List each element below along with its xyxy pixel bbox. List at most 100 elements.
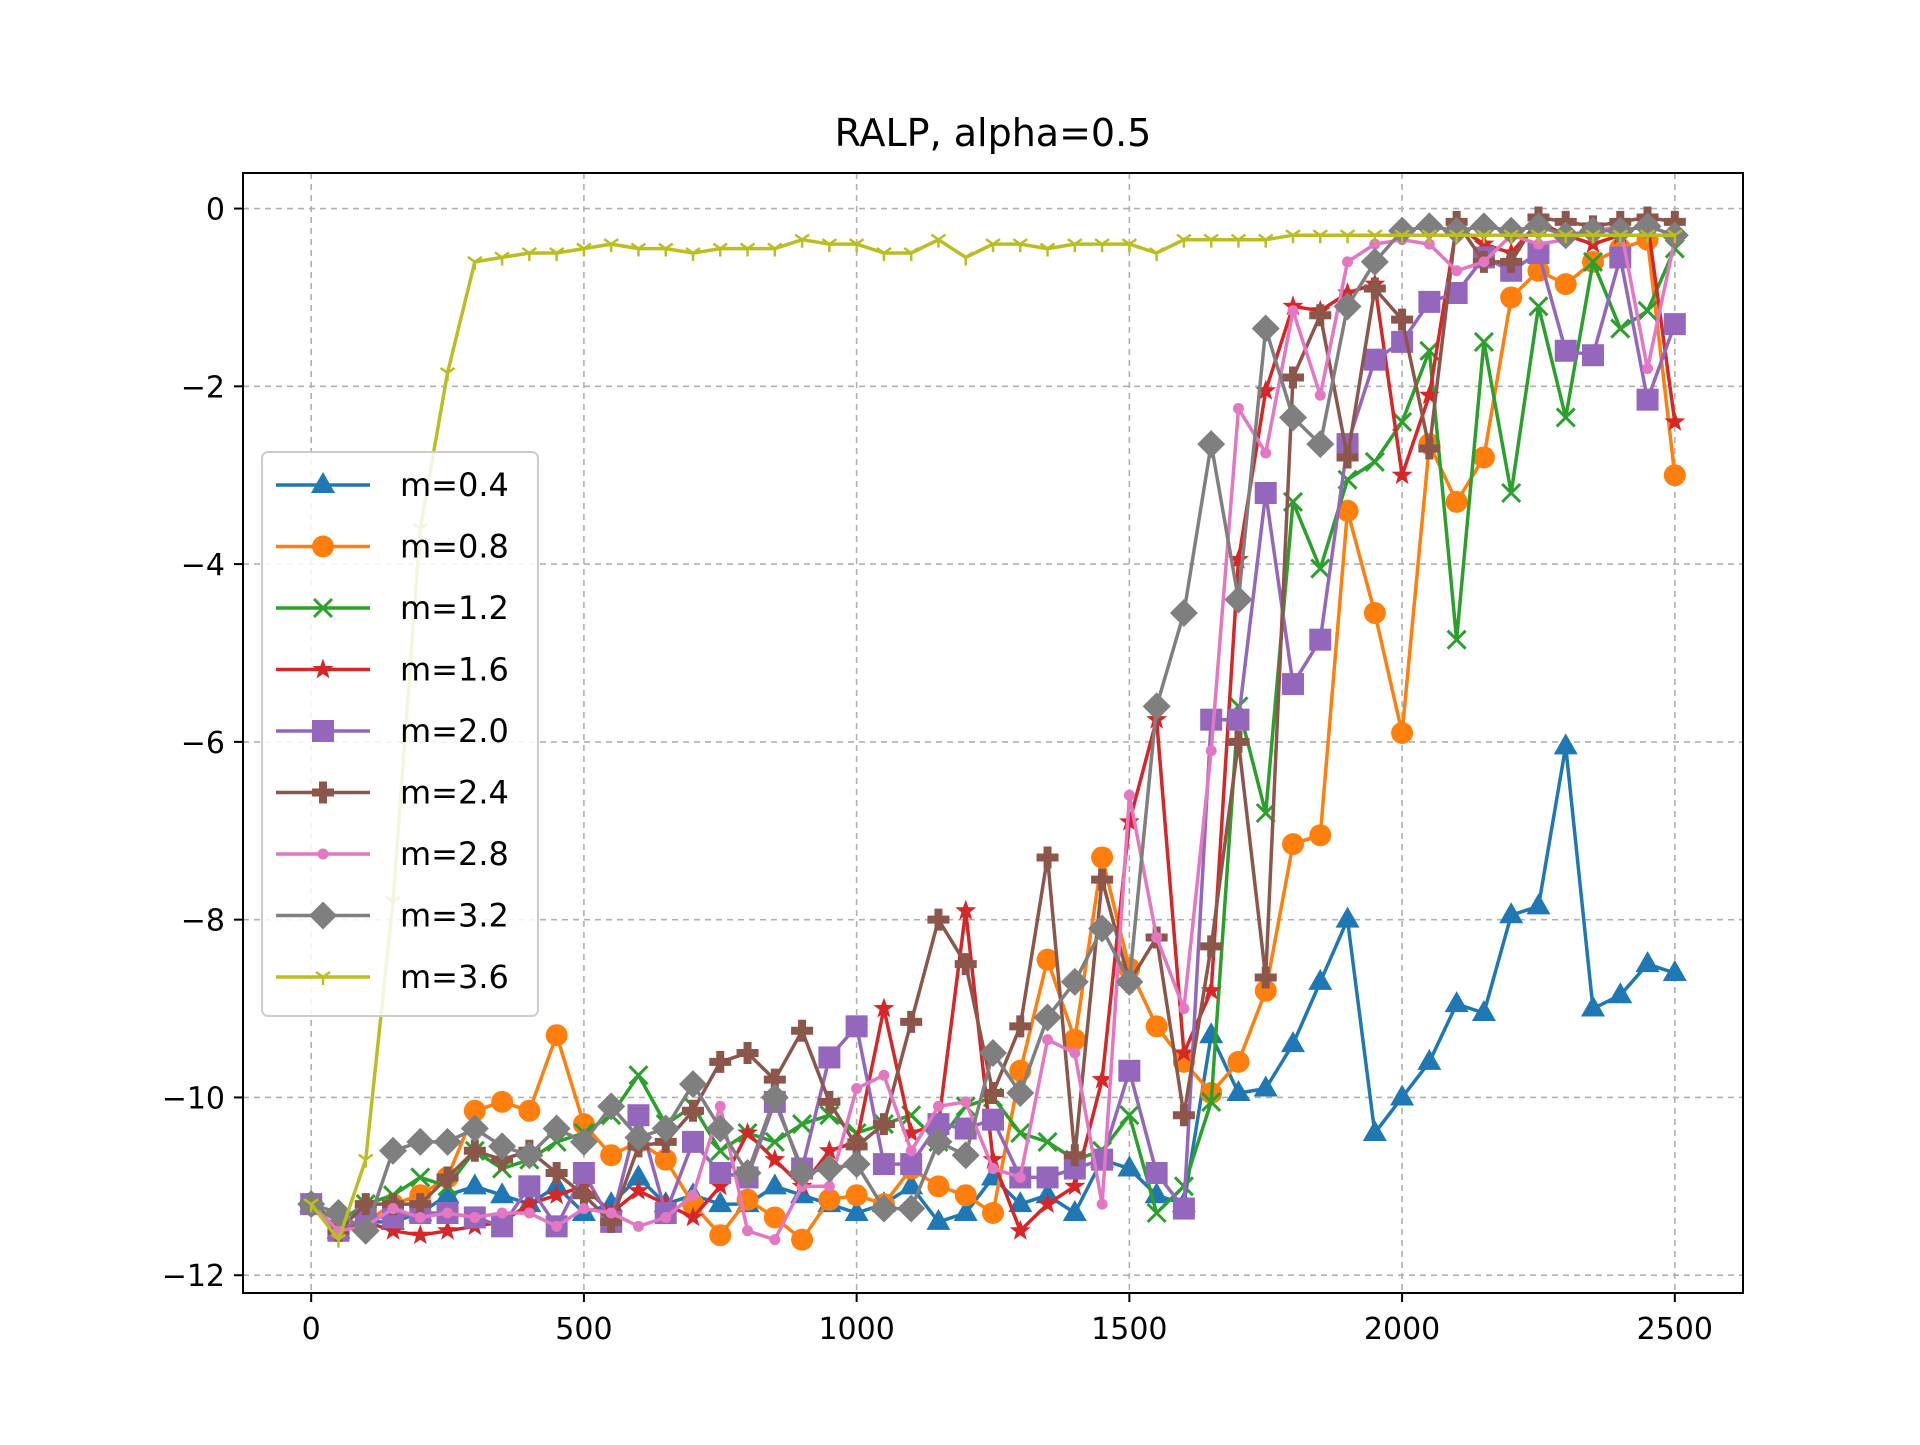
data-point	[1333, 292, 1362, 321]
data-point	[845, 1015, 868, 1038]
data-point	[872, 1113, 895, 1136]
x-tick-label: 1500	[1091, 1312, 1167, 1347]
data-point	[545, 1162, 568, 1184]
data-point	[1558, 229, 1574, 244]
data-point	[1394, 229, 1410, 244]
data-point	[1309, 304, 1332, 327]
data-point	[1362, 1120, 1387, 1141]
legend-item: m=3.2	[276, 897, 509, 935]
data-point	[1553, 733, 1578, 755]
data-point	[433, 1127, 462, 1156]
data-point	[496, 1207, 508, 1219]
data-point	[1390, 1084, 1415, 1106]
data-point	[1228, 548, 1249, 569]
legend-item: m=2.8	[276, 835, 509, 873]
data-point	[1039, 242, 1056, 257]
legend-marker	[317, 848, 329, 860]
data-point	[1232, 403, 1244, 415]
data-point	[1254, 966, 1277, 989]
data-point	[818, 1188, 841, 1211]
data-point	[463, 1099, 486, 1122]
data-point	[1309, 628, 1332, 651]
data-point	[1094, 238, 1110, 253]
data-point	[1339, 229, 1356, 244]
legend-label: m=2.0	[400, 712, 509, 750]
series-m=3.6	[303, 229, 1683, 1248]
data-point	[1169, 599, 1198, 627]
y-tick-label: −12	[162, 1259, 225, 1294]
data-point	[351, 1216, 380, 1245]
data-point	[1254, 979, 1277, 1002]
data-point	[1067, 238, 1083, 253]
data-point	[823, 1180, 835, 1192]
data-point	[1524, 212, 1553, 241]
data-point	[490, 1182, 515, 1204]
data-point	[1254, 482, 1277, 504]
data-point	[960, 1096, 972, 1108]
data-point	[1585, 229, 1601, 244]
data-point	[1306, 430, 1335, 459]
series-layer	[297, 206, 1689, 1251]
data-point	[1555, 407, 1576, 428]
legend-marker	[312, 535, 334, 558]
data-point	[1612, 229, 1628, 244]
data-point	[924, 1127, 953, 1156]
legend-label: m=1.2	[400, 589, 509, 627]
data-point	[1282, 295, 1304, 316]
data-point	[712, 242, 728, 257]
data-point	[1664, 410, 1686, 431]
data-point	[491, 1215, 514, 1238]
data-point	[954, 953, 977, 976]
data-point	[736, 1042, 759, 1064]
data-point	[442, 1207, 454, 1219]
data-point	[900, 1153, 923, 1176]
data-point	[1528, 296, 1549, 317]
data-point	[1308, 968, 1333, 990]
data-point	[1258, 233, 1274, 248]
data-point	[903, 246, 919, 261]
data-point	[876, 246, 892, 261]
legend-marker	[312, 720, 334, 742]
data-point	[467, 255, 483, 270]
data-point	[409, 1224, 431, 1245]
data-point	[624, 1123, 653, 1152]
data-point	[1581, 995, 1605, 1017]
data-point	[578, 1203, 590, 1215]
data-point	[1064, 1175, 1086, 1196]
data-point	[1063, 1028, 1086, 1051]
data-point	[572, 1184, 595, 1207]
data-point	[460, 1114, 489, 1143]
data-point	[1639, 229, 1656, 244]
data-point	[1042, 1034, 1054, 1046]
data-point	[1336, 446, 1359, 469]
data-point	[1282, 366, 1304, 389]
data-point	[682, 1099, 704, 1122]
data-point	[406, 1127, 435, 1156]
data-point	[1037, 1193, 1058, 1213]
series-m=2.8	[305, 220, 1681, 1246]
data-point	[1012, 238, 1028, 253]
data-point	[1314, 389, 1326, 401]
data-point	[600, 1144, 623, 1167]
legend: m=0.4 m=0.8 m=1.2 m=1.6 m=2.0 m=2.4 m=2.8 m=3.2…	[261, 451, 539, 1017]
data-point	[1448, 229, 1465, 244]
legend-box	[261, 451, 539, 1017]
data-point	[1363, 348, 1386, 371]
data-point	[463, 1139, 486, 1162]
x-tick-label: 500	[555, 1312, 612, 1347]
data-point	[1635, 951, 1660, 973]
data-point	[985, 238, 1001, 253]
data-point	[706, 1114, 735, 1143]
data-point	[354, 1193, 377, 1216]
data-point	[387, 1203, 399, 1215]
data-point	[597, 1092, 626, 1121]
data-point	[1418, 437, 1441, 460]
data-point	[605, 1207, 617, 1219]
data-point	[1006, 1079, 1035, 1107]
data-point	[660, 1211, 672, 1223]
data-point	[545, 1024, 568, 1047]
data-point	[1478, 256, 1490, 268]
data-point	[1445, 282, 1468, 304]
